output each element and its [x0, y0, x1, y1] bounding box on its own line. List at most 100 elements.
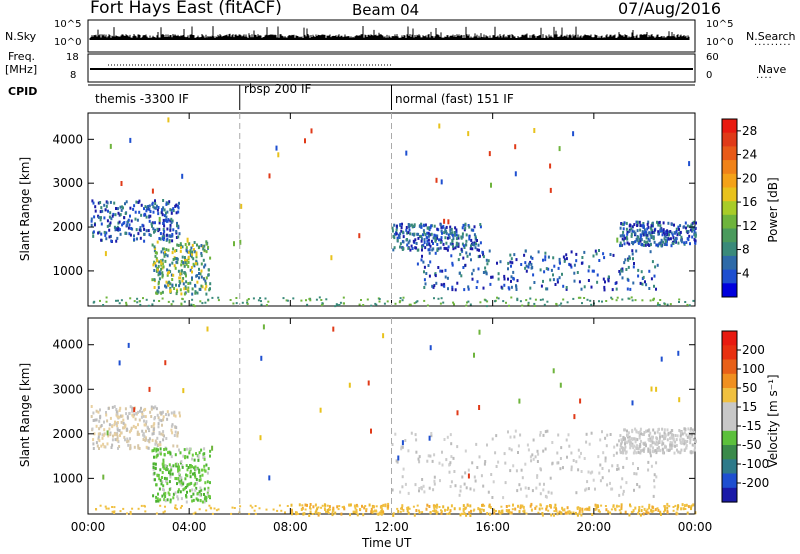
- colorbar-tick-label: 20: [742, 171, 757, 185]
- data-point: [97, 437, 100, 441]
- data-point: [635, 451, 638, 455]
- data-point: [265, 508, 268, 511]
- data-point: [166, 273, 169, 277]
- data-point: [185, 249, 188, 253]
- data-point: [664, 234, 667, 238]
- data-point: [576, 271, 579, 274]
- data-point: [420, 234, 423, 238]
- data-point: [396, 236, 399, 240]
- data-point: [654, 508, 657, 512]
- data-point: [175, 426, 178, 430]
- data-point: [547, 509, 550, 512]
- colorbar-frame: [721, 118, 738, 298]
- data-point: [120, 208, 123, 212]
- data-point: [485, 305, 488, 308]
- data-point: [209, 506, 212, 509]
- nsky-panel-frame: [87, 19, 696, 53]
- data-point: [196, 481, 198, 485]
- data-point: [503, 283, 506, 287]
- data-point: [397, 455, 400, 461]
- data-point: [154, 221, 156, 225]
- data-point: [106, 430, 109, 436]
- data-point: [180, 481, 183, 485]
- data-point: [96, 444, 99, 448]
- data-point: [435, 504, 438, 507]
- data-point: [627, 278, 630, 282]
- data-point: [177, 210, 180, 214]
- data-point: [119, 232, 122, 236]
- data-point: [687, 427, 690, 431]
- data-point: [408, 228, 411, 232]
- data-point: [511, 261, 514, 265]
- data-point: [515, 258, 518, 262]
- data-point: [609, 253, 612, 256]
- data-point: [665, 243, 668, 247]
- data-point: [444, 227, 447, 231]
- data-point: [663, 510, 665, 513]
- data-point: [460, 512, 463, 515]
- data-point: [586, 507, 588, 511]
- data-point: [478, 508, 481, 512]
- data-point: [426, 231, 429, 235]
- data-point: [193, 241, 196, 244]
- data-point: [440, 225, 443, 229]
- data-point: [673, 451, 676, 455]
- data-point: [626, 232, 629, 236]
- data-point: [182, 388, 185, 394]
- data-point: [579, 296, 582, 299]
- data-point: [692, 438, 695, 441]
- data-point: [168, 200, 171, 204]
- data-point: [498, 510, 501, 514]
- data-point: [249, 504, 252, 507]
- data-point: [479, 301, 482, 304]
- data-point: [447, 233, 450, 237]
- data-point: [179, 414, 181, 418]
- data-point: [658, 242, 661, 246]
- data-point: [340, 512, 343, 516]
- data-point: [194, 250, 197, 254]
- data-point: [443, 438, 446, 441]
- data-point: [166, 417, 169, 421]
- data-point: [568, 444, 571, 448]
- data-point: [285, 299, 288, 302]
- freq-tick-top: 18: [66, 52, 79, 63]
- data-point: [655, 287, 657, 291]
- data-point: [617, 505, 620, 508]
- data-point: [169, 270, 172, 274]
- nsearch-tick-top: 10^5: [706, 19, 734, 30]
- data-point: [198, 272, 200, 275]
- data-point: [95, 409, 98, 413]
- data-point: [565, 438, 568, 442]
- data-point: [122, 222, 125, 225]
- cpid-segment-normal: normal (fast) 151 IF: [395, 92, 514, 106]
- data-point: [650, 439, 653, 443]
- data-point: [119, 510, 122, 513]
- data-point: [172, 444, 175, 448]
- data-point: [421, 248, 423, 252]
- data-point: [434, 274, 437, 278]
- data-point: [426, 243, 428, 247]
- data-point: [303, 512, 306, 516]
- data-point: [391, 229, 394, 233]
- data-point: [638, 434, 641, 437]
- data-point: [413, 302, 416, 305]
- data-point: [527, 486, 530, 490]
- data-point: [132, 424, 135, 428]
- data-point: [157, 422, 160, 426]
- data-point: [163, 247, 165, 251]
- data-point: [124, 212, 127, 215]
- data-point: [195, 274, 198, 278]
- data-point: [187, 250, 190, 254]
- data-point: [443, 284, 446, 288]
- data-point: [410, 431, 413, 435]
- data-point: [109, 431, 112, 435]
- data-point: [647, 447, 650, 451]
- data-point: [630, 444, 633, 448]
- data-point: [168, 234, 171, 238]
- data-point: [683, 241, 686, 245]
- data-point: [100, 216, 102, 220]
- data-point: [461, 475, 464, 479]
- data-point: [160, 432, 163, 436]
- data-point: [179, 276, 182, 280]
